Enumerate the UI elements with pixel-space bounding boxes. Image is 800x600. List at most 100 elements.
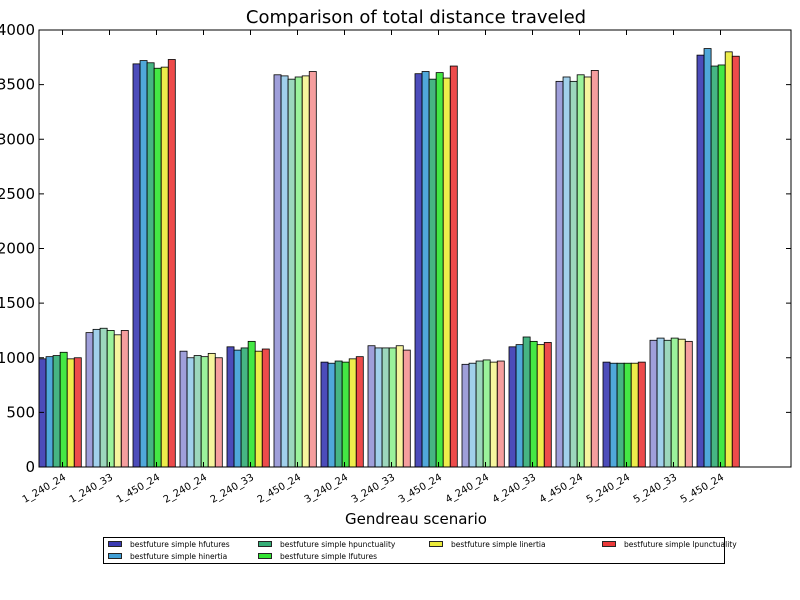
- bar-3_240_24-series-0: [320, 361, 329, 468]
- bar-3_240_24-series-1: [327, 362, 336, 468]
- bar-5_450_24-series-4: [724, 51, 733, 468]
- bar-5_240_33-series-0: [649, 339, 658, 468]
- bar-1_240_24-series-5: [73, 357, 82, 468]
- x-tick-label: 5_240_24: [585, 472, 632, 506]
- x-tick-label: 2_240_24: [162, 472, 209, 506]
- y-axis: 0 500 1000 1500 2000 2500 3000 3500 4000: [0, 21, 791, 476]
- bar-5_240_33-series-3: [670, 337, 679, 468]
- bar-4_450_24-series-2: [569, 80, 578, 468]
- bar-5_240_33-series-4: [677, 338, 686, 468]
- legend-label: bestfuture simple lpunctuality: [624, 540, 737, 549]
- bar-3_450_24-series-1: [421, 71, 430, 468]
- legend-swatch: [108, 541, 122, 547]
- bar-4_450_24-series-5: [590, 70, 599, 468]
- bar-2_240_33-series-1: [233, 349, 242, 468]
- bar-2_240_33-series-5: [261, 348, 270, 468]
- legend: bestfuture simple hfutures bestfuture sim…: [103, 537, 737, 564]
- bar-4_450_24-series-0: [555, 80, 564, 468]
- bar-1_240_33-series-4: [113, 334, 122, 468]
- bar-2_240_33-series-2: [240, 347, 249, 468]
- y-tick-label: 1500: [0, 294, 35, 312]
- chart-title: Comparison of total distance traveled: [246, 7, 586, 28]
- bar-1_450_24-series-2: [146, 62, 155, 468]
- bar-2_450_24-series-4: [301, 75, 310, 468]
- bar-3_240_33-series-2: [381, 347, 390, 468]
- x-tick-label: 1_240_33: [68, 472, 115, 506]
- bar-1_240_24-series-2: [52, 355, 61, 468]
- bar-3_240_24-series-3: [341, 361, 350, 468]
- bar-2_240_24-series-3: [200, 356, 209, 468]
- bar-1_240_24-series-3: [59, 351, 68, 468]
- y-tick-label: 500: [6, 403, 35, 421]
- bar-2_450_24-series-1: [280, 75, 289, 468]
- legend-swatch: [602, 541, 616, 547]
- bar-1_240_33-series-1: [92, 328, 101, 468]
- bar-5_240_24-series-5: [637, 361, 646, 468]
- bar-5_450_24-series-2: [710, 65, 719, 468]
- y-tick-label: 3000: [0, 130, 35, 148]
- legend-label: bestfuture simple linertia: [451, 540, 546, 549]
- bar-3_240_24-series-2: [334, 360, 343, 468]
- bar-4_240_33-series-1: [515, 344, 524, 468]
- bar-2_450_24-series-2: [287, 78, 296, 468]
- bar-5_450_24-series-0: [696, 54, 705, 468]
- bar-2_450_24-series-0: [273, 74, 282, 468]
- bar-4_240_33-series-5: [543, 342, 552, 468]
- bar-5_240_33-series-2: [663, 339, 672, 468]
- y-tick-label: 2000: [0, 240, 35, 258]
- bar-4_450_24-series-3: [576, 74, 585, 468]
- legend-swatch: [108, 553, 122, 559]
- bar-2_240_24-series-4: [207, 352, 216, 468]
- bar-1_240_24-series-4: [66, 358, 75, 468]
- bar-2_450_24-series-3: [294, 76, 303, 468]
- bar-3_240_33-series-5: [402, 349, 411, 468]
- bar-5_240_24-series-3: [623, 362, 632, 468]
- bar-1_450_24-series-0: [132, 63, 141, 468]
- bar-5_240_24-series-4: [630, 362, 639, 468]
- x-tick-label: 4_450_24: [538, 472, 585, 506]
- bar-5_450_24-series-5: [731, 55, 740, 468]
- bar-3_240_24-series-5: [355, 356, 364, 468]
- bar-4_240_33-series-3: [529, 340, 538, 468]
- bar-4_240_33-series-4: [536, 344, 545, 468]
- bar-1_450_24-series-1: [139, 60, 148, 468]
- bar-4_240_33-series-2: [522, 336, 531, 468]
- x-tick-label: 5_240_33: [632, 472, 679, 506]
- legend-label: bestfuture simple hfutures: [130, 540, 230, 549]
- x-tick-label: 3_450_24: [397, 472, 444, 506]
- bar-2_240_24-series-1: [186, 357, 195, 468]
- bar-5_240_24-series-1: [609, 362, 618, 468]
- x-tick-label: 1_450_24: [115, 472, 162, 506]
- bar-3_240_33-series-3: [388, 347, 397, 468]
- x-tick-label: 2_450_24: [256, 472, 303, 506]
- x-tick-label: 4_240_24: [444, 472, 491, 506]
- bar-1_450_24-series-5: [167, 59, 176, 468]
- bar-1_240_33-series-0: [85, 332, 94, 468]
- bar-2_450_24-series-5: [308, 71, 317, 468]
- y-tick-label: 1000: [0, 349, 35, 367]
- bar-3_240_33-series-4: [395, 345, 404, 468]
- y-tick-label: 3500: [0, 76, 35, 94]
- x-tick-label: 3_240_24: [303, 472, 350, 506]
- bar-5_240_33-series-5: [684, 340, 693, 468]
- legend-label: bestfuture simple lfutures: [280, 552, 377, 561]
- x-tick-label: 3_240_33: [350, 472, 397, 506]
- x-tick-label: 4_240_33: [491, 472, 538, 506]
- bar-3_450_24-series-5: [449, 65, 458, 468]
- x-tick-label: 1_240_24: [21, 472, 68, 506]
- bar-4_450_24-series-1: [562, 76, 571, 468]
- x-tick-label: 5_450_24: [679, 472, 726, 506]
- y-tick-label: 4000: [0, 21, 35, 39]
- bar-4_240_33-series-0: [508, 346, 517, 468]
- bar-3_450_24-series-4: [442, 77, 451, 468]
- x-tick-label: 2_240_33: [209, 472, 256, 506]
- bar-1_240_24-series-0: [38, 358, 47, 468]
- bar-1_240_33-series-3: [106, 330, 115, 468]
- bar-5_450_24-series-3: [717, 64, 726, 468]
- bar-2_240_33-series-3: [247, 340, 256, 468]
- bar-2_240_24-series-0: [179, 350, 188, 468]
- bar-3_450_24-series-0: [414, 73, 423, 468]
- bar-2_240_24-series-5: [214, 357, 223, 468]
- bar-1_240_33-series-2: [99, 327, 108, 468]
